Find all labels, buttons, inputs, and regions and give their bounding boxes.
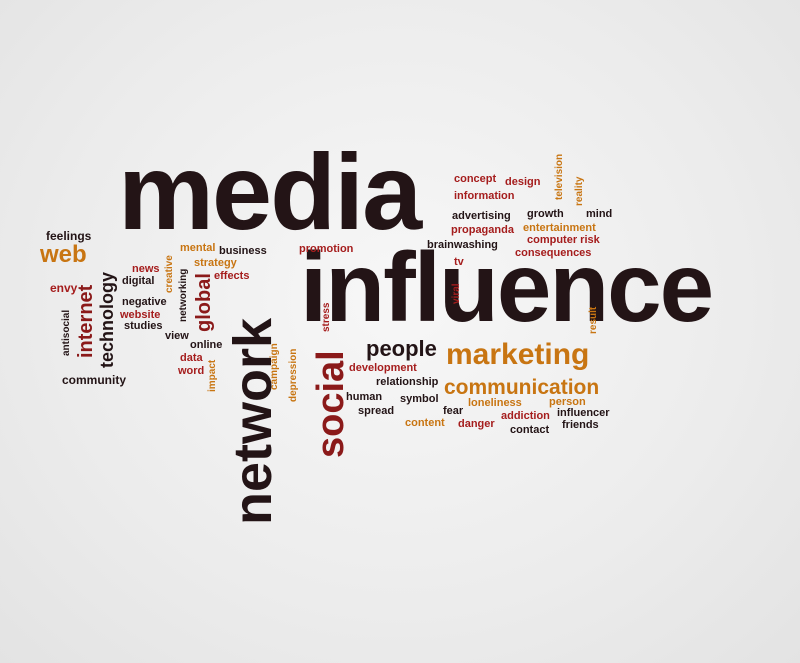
- word-effects: effects: [214, 270, 250, 282]
- word-influence: influence: [300, 232, 714, 342]
- word-fear: fear: [443, 405, 464, 417]
- word-addiction: addiction: [501, 410, 550, 422]
- word-danger: danger: [458, 418, 495, 430]
- word-communication: communication: [444, 376, 600, 399]
- word-entertainment: entertainment: [523, 222, 596, 234]
- word-social: social: [310, 350, 352, 458]
- word-campaign: campaign: [269, 343, 280, 390]
- word-view: view: [165, 330, 189, 342]
- word-content: content: [405, 417, 445, 429]
- word-propaganda: propaganda: [451, 224, 514, 236]
- word-marketing: marketing: [446, 338, 590, 371]
- word-antisocial: antisocial: [61, 309, 72, 356]
- word-strategy: strategy: [194, 257, 237, 269]
- word-relationship: relationship: [376, 376, 439, 388]
- word-brainwashing: brainwashing: [427, 239, 498, 251]
- word-stress: stress: [321, 302, 332, 332]
- word-design: design: [505, 176, 541, 188]
- word-consequences: consequences: [515, 247, 592, 259]
- word-result: result: [588, 306, 599, 334]
- word-person: person: [549, 396, 586, 408]
- word-impact: impact: [207, 359, 218, 392]
- word-global: global: [193, 273, 215, 332]
- word-depression: depression: [288, 348, 299, 402]
- word-viral: viral: [451, 283, 462, 304]
- word-studies: studies: [124, 320, 163, 332]
- word-data: data: [180, 352, 203, 364]
- word-television: television: [554, 153, 565, 200]
- word-creative: creative: [164, 255, 175, 293]
- word-computer-risk: computer risk: [527, 234, 600, 246]
- word-people: people: [366, 336, 437, 361]
- word-technology: technology: [97, 271, 117, 368]
- word-feelings: feelings: [46, 229, 92, 243]
- word-spread: spread: [358, 405, 395, 417]
- word-development: development: [349, 362, 417, 374]
- word-reality: reality: [574, 176, 585, 206]
- word-business: business: [219, 245, 267, 257]
- word-media: media: [118, 131, 422, 252]
- word-website: website: [120, 309, 161, 321]
- word-loneliness: loneliness: [468, 397, 522, 409]
- word-community: community: [62, 373, 127, 387]
- word-concept: concept: [454, 173, 497, 185]
- word-influencer: influencer: [557, 407, 610, 419]
- word-internet: internet: [75, 284, 97, 358]
- word-news: news: [132, 263, 160, 275]
- word-growth: growth: [527, 208, 564, 220]
- word-web: web: [40, 241, 87, 268]
- word-negative: negative: [122, 296, 167, 308]
- word-mental: mental: [180, 242, 216, 254]
- word-networking: networking: [178, 268, 189, 322]
- word-digital: digital: [122, 275, 155, 287]
- word-human: human: [346, 391, 383, 403]
- word-word: word: [178, 365, 205, 377]
- word-contact: contact: [510, 424, 550, 436]
- word-advertising: advertising: [452, 210, 511, 222]
- word-symbol: symbol: [400, 393, 439, 405]
- word-friends: friends: [562, 419, 599, 431]
- word-envy: envy: [50, 281, 78, 295]
- word-tv: tv: [454, 256, 464, 268]
- word-promotion: promotion: [299, 243, 354, 255]
- word-information: information: [454, 190, 515, 202]
- word-mind: mind: [586, 208, 613, 220]
- word-online: online: [190, 339, 223, 351]
